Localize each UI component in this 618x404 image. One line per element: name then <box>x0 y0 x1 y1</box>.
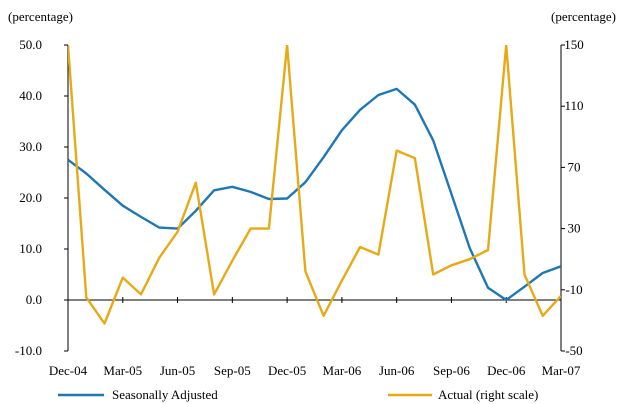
left-axis-tick-label: 30.0 <box>19 139 42 154</box>
x-axis-tick-label: Sep-06 <box>433 363 470 378</box>
x-axis-tick-label: Sep-05 <box>214 363 251 378</box>
x-axis-tick-label: Dec-05 <box>268 363 306 378</box>
legend-label-actual: Actual (right scale) <box>438 387 538 402</box>
x-axis-tick-label: Jun-06 <box>379 363 415 378</box>
left-axis-tick-label: 20.0 <box>19 190 42 205</box>
x-axis-tick-label: Mar-06 <box>323 363 362 378</box>
legend: Seasonally Adjusted Actual (right scale) <box>58 387 538 402</box>
series-line-seasonally-adjusted <box>68 87 561 302</box>
series-line-actual <box>68 45 561 325</box>
right-axis-tick-label: 70 <box>568 159 581 174</box>
series-layer <box>68 45 561 325</box>
left-axis-tick-label: 10.0 <box>19 241 42 256</box>
x-axis-tick-label: Mar-05 <box>103 363 142 378</box>
left-axis-tick-label: 50.0 <box>19 37 42 52</box>
x-axis-tick-label: Dec-06 <box>487 363 526 378</box>
x-axis-tick-label: Jun-05 <box>160 363 195 378</box>
axes-layer: (percentage) (percentage) -10.0 0.0 10.0 20.0… <box>8 9 616 378</box>
right-axis-tick-label: 150 <box>564 37 584 52</box>
right-axis-tick-label: 30 <box>568 221 581 236</box>
right-axis-tick-label: -50 <box>565 343 582 358</box>
right-axis-tick-label: 110 <box>564 98 583 113</box>
left-axis-tick-label: 40.0 <box>19 88 42 103</box>
right-unit-label: (percentage) <box>551 9 616 24</box>
left-unit-label: (percentage) <box>8 9 73 24</box>
x-axis-tick-label: Dec-04 <box>49 363 88 378</box>
left-axis-tick-label: -10.0 <box>15 343 42 358</box>
legend-label-seasonally-adjusted: Seasonally Adjusted <box>112 387 218 402</box>
right-axis-tick-label: -10 <box>565 282 582 297</box>
left-axis-tick-label: 0.0 <box>26 292 42 307</box>
x-axis-tick-label: Mar-07 <box>542 363 581 378</box>
